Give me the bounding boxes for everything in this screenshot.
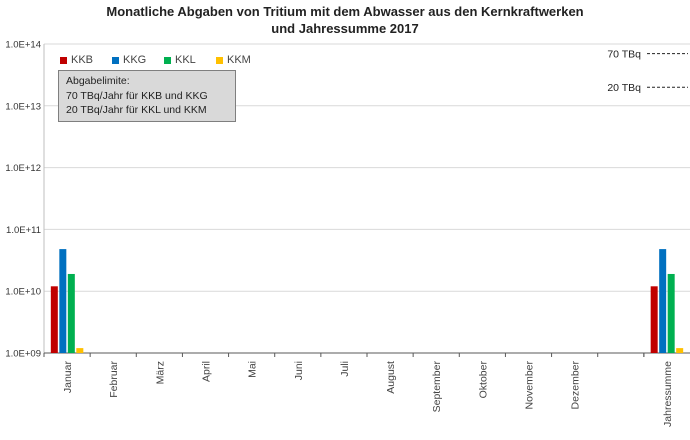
y-tick-label: 1.0E+13 [5,101,41,112]
x-tick-label: Juli [339,361,351,377]
limit-annotation-box: Abgabelimite: 70 TBq/Jahr für KKB und KK… [58,70,236,122]
legend-swatch [164,56,171,64]
reference-line-label: 20 TBq [607,82,641,94]
legend-label: KKB [71,54,94,66]
x-tick-label: Januar [62,361,74,394]
x-tick-label: Oktober [477,361,489,399]
bar-kkg [659,249,667,353]
y-tick-label: 1.0E+14 [5,40,41,51]
reference-line-label: 70 TBq [607,49,641,61]
legend-swatch [112,56,119,64]
x-tick-label: Jahressumme [662,361,674,427]
chart-title: Monatliche Abgaben von Tritium mit dem A… [106,4,584,19]
legend-swatch [60,56,67,64]
x-tick-label: März [154,361,166,384]
x-tick-label: Dezember [570,360,582,409]
chart-subtitle: und Jahressumme 2017 [271,21,419,36]
x-tick-label: November [524,360,536,409]
y-tick-label: 1.0E+11 [6,225,41,236]
legend-item-kkg: KKG [112,54,164,66]
x-tick-label: September [431,361,443,413]
legend-label: KKG [123,54,147,66]
legend-swatch [216,56,223,64]
legend-item-kkm: KKM [216,54,268,66]
bar-kkm [676,348,684,353]
annotation-line: 20 TBq/Jahr für KKL und KKM [66,104,207,116]
legend-label: KKM [227,54,251,66]
annotation-line: Abgabelimite: [66,75,130,87]
x-tick-label: Mai [247,361,259,378]
y-tick-label: 1.0E+10 [5,287,41,298]
legend-item-kkb: KKB [60,54,112,66]
bar-kkl [67,273,75,353]
bar-kkg [59,249,67,353]
bar-kkb [50,286,58,353]
x-tick-label: Februar [108,360,120,397]
legend-item-kkl: KKL [164,54,216,66]
chart-legend: KKB KKG KKL KKM [60,54,268,66]
bar-kkm [76,348,84,353]
annotation-line: 70 TBq/Jahr für KKB und KKG [66,89,208,102]
y-tick-label: 1.0E+12 [5,163,41,174]
y-tick-label: 1.0E+09 [5,349,41,360]
x-tick-label: Juni [293,361,305,380]
x-tick-label: April [201,361,213,382]
bar-kkb [650,286,658,353]
legend-label: KKL [175,54,196,66]
bar-kkl [667,273,675,353]
x-tick-label: August [385,361,397,394]
